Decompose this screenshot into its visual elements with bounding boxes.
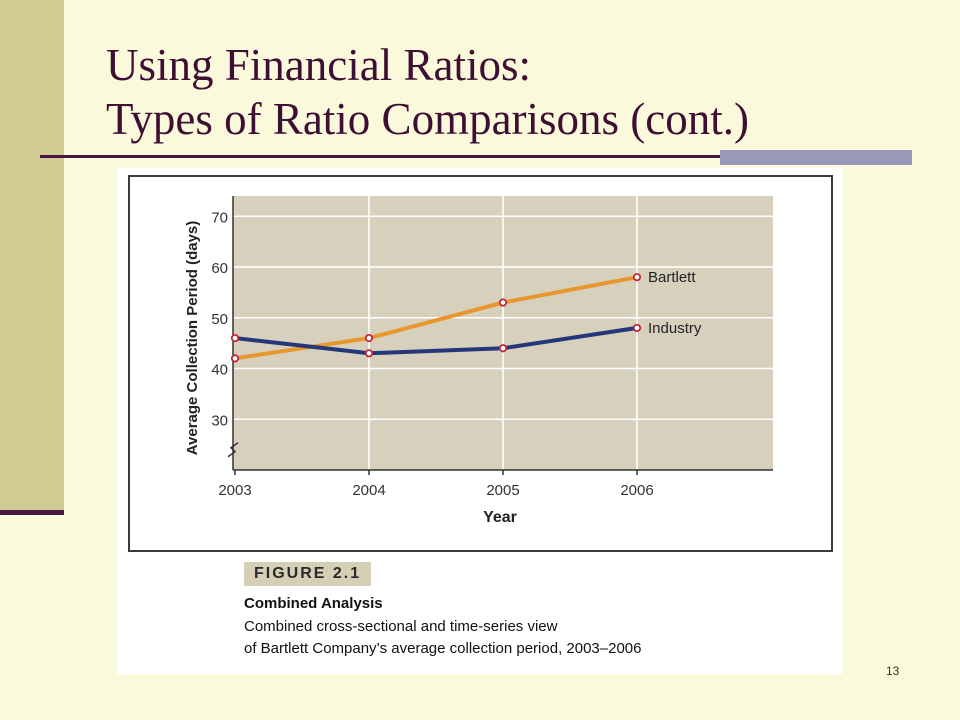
- x-tick-label: 2004: [352, 482, 385, 499]
- data-point-industry: [364, 349, 374, 358]
- data-point-industry: [632, 323, 642, 333]
- x-tick-label: 2006: [620, 482, 653, 499]
- series-line-bartlett: [233, 275, 639, 361]
- x-axis-label: Year: [483, 509, 517, 526]
- y-axis-label: Average Collection Period (days): [184, 221, 201, 456]
- caption-line-1: Combined cross-sectional and time-series…: [244, 618, 558, 635]
- slide-title-line2: Types of Ratio Comparisons (cont.): [106, 94, 750, 144]
- data-point-bartlett: [364, 333, 374, 343]
- x-tick-label: 2005: [486, 482, 519, 499]
- data-point-industry: [230, 333, 240, 343]
- title-rule-accent: [720, 150, 912, 165]
- y-tick-label: 40: [211, 362, 228, 379]
- side-decoration-bar: [0, 0, 64, 512]
- data-point-bartlett: [498, 298, 508, 307]
- y-tick-label: 60: [211, 260, 228, 277]
- line-chart: 30 40 50 60 70 2003 2004 2005 2006 Year Average Co…: [184, 196, 773, 526]
- side-decoration-foot: [0, 510, 64, 515]
- data-point-bartlett: [230, 354, 240, 363]
- figure-label: FIGURE 2.1: [244, 562, 372, 586]
- slide-title-line1: Using Financial Ratios:: [106, 40, 531, 90]
- y-tick-label: 70: [211, 209, 228, 226]
- title-rule: [40, 155, 910, 158]
- chart-frame: 30 40 50 60 70 2003 2004 2005 2006 Year Average Co…: [128, 175, 833, 552]
- data-point-industry: [498, 344, 508, 353]
- x-tick-label: 2003: [218, 482, 251, 499]
- y-tick-label: 30: [211, 412, 228, 429]
- axis-break-mark: [227, 442, 239, 458]
- data-point-bartlett: [632, 273, 642, 282]
- page-number: 13: [886, 664, 900, 678]
- series-label-bartlett: Bartlett: [648, 269, 696, 286]
- series-label-industry: Industry: [648, 320, 702, 337]
- y-tick-label: 50: [211, 311, 228, 328]
- caption-title: Combined Analysis: [244, 595, 383, 612]
- caption-line-2: of Bartlett Company’s average collection…: [244, 640, 642, 657]
- slide-title: Using Financial Ratios: Types of Ratio C…: [106, 38, 749, 146]
- series-line-industry: [233, 325, 639, 356]
- figure-panel: 30 40 50 60 70 2003 2004 2005 2006 Year Average Co…: [117, 168, 842, 674]
